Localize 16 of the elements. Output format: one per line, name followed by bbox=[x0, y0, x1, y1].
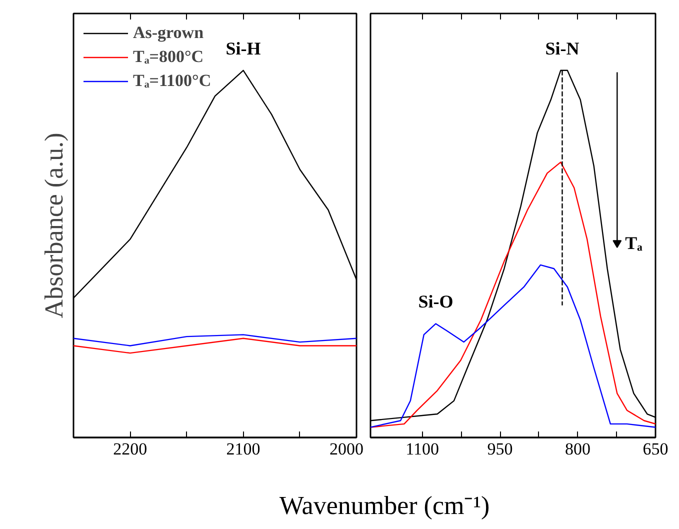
x-tick-label: 2100 bbox=[226, 440, 260, 458]
legend-label: Tₐ=800°C bbox=[133, 47, 204, 67]
legend-label: Tₐ=1100°C bbox=[133, 71, 212, 91]
legend-label: As-grown bbox=[133, 23, 204, 43]
y-axis-title: Absorbance (a.u.) bbox=[40, 132, 68, 318]
annotation: Si-H bbox=[226, 38, 261, 58]
x-tick-label: 650 bbox=[642, 440, 668, 458]
annotation: Si-N bbox=[545, 38, 580, 58]
x-axis-title: Wavenumber (cm⁻¹) bbox=[279, 490, 490, 522]
annotation: Si-O bbox=[418, 292, 454, 312]
x-tick-label: 950 bbox=[487, 440, 513, 458]
x-tick-label: 1100 bbox=[406, 440, 440, 458]
x-tick-label: 2200 bbox=[113, 440, 148, 458]
x-tick-label: 800 bbox=[565, 440, 591, 458]
annotation: Tₐ bbox=[625, 232, 644, 253]
x-tick-label: 2000 bbox=[330, 440, 364, 458]
